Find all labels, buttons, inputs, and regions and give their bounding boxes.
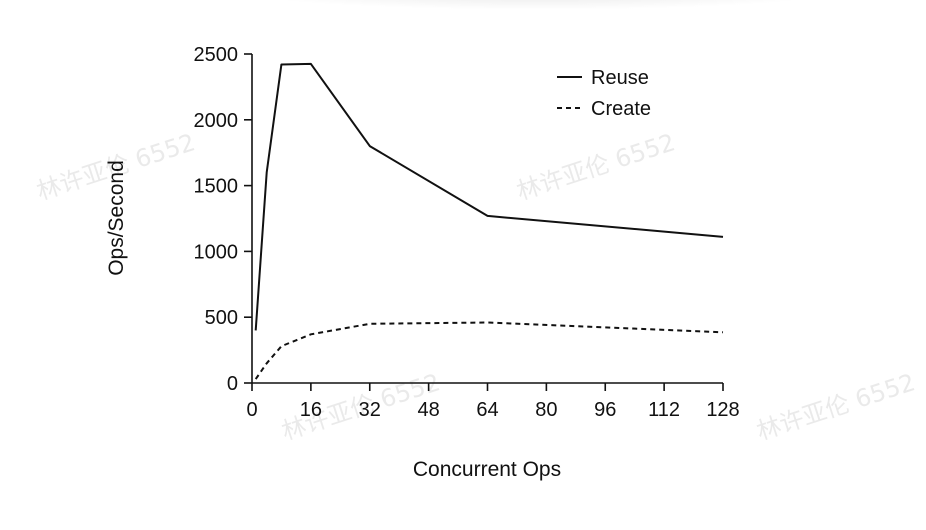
- x-axis-title: Concurrent Ops: [413, 458, 561, 481]
- legend-label-create: Create: [591, 98, 651, 120]
- series-layer: [254, 62, 724, 380]
- y-tick-label: 1000: [194, 241, 239, 263]
- legend-label-reuse: Reuse: [591, 67, 649, 89]
- series-line-create: [254, 321, 724, 380]
- x-tick-label: 48: [418, 399, 440, 421]
- y-tick-label: 0: [227, 373, 238, 395]
- x-tick-label: 128: [706, 399, 739, 421]
- x-tick-label: 32: [359, 399, 381, 421]
- legend: Reuse Create: [557, 67, 651, 120]
- series-line-reuse: [254, 62, 724, 331]
- x-tick-label: 16: [300, 399, 322, 421]
- watermark-text: 林许亚伦 6552: [513, 128, 678, 206]
- x-tick-label: 0: [246, 399, 257, 421]
- y-axis-title: Ops/Second: [105, 160, 128, 276]
- axes: 0 500 1000 1500 2000 2500 0 16 32 48 64 80 96 112 128: [194, 44, 740, 421]
- x-tick-label: 64: [476, 399, 498, 421]
- y-tick-label: 500: [205, 307, 238, 329]
- y-tick-label: 1500: [194, 176, 239, 198]
- y-tick-label: 2000: [194, 110, 239, 132]
- y-tick-label: 2500: [194, 44, 239, 66]
- watermark-text: 林许亚伦 6552: [753, 368, 918, 446]
- x-tick-label: 96: [594, 399, 616, 421]
- x-tick-label: 112: [648, 399, 680, 421]
- x-tick-label: 80: [535, 399, 557, 421]
